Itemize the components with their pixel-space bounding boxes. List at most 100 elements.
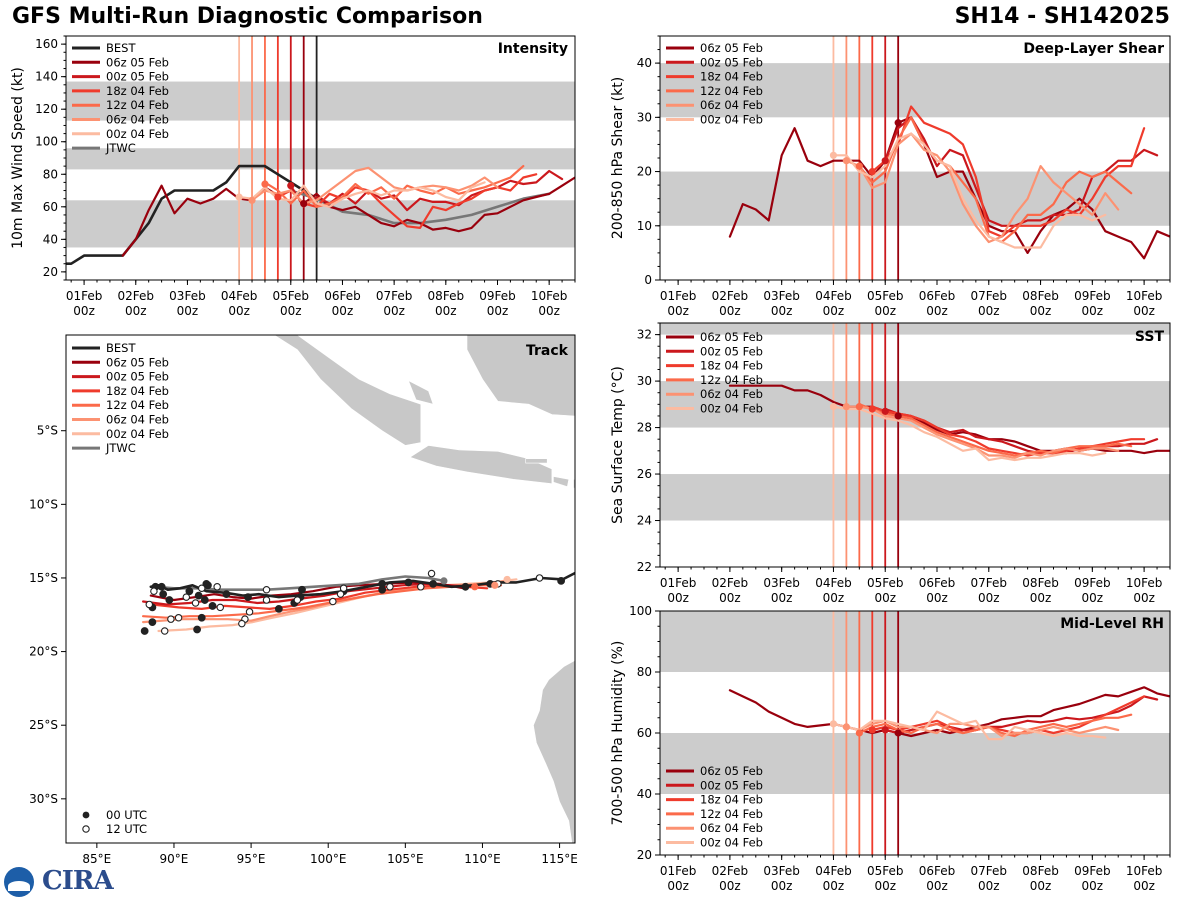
sst-ytick-label: 22: [637, 560, 652, 574]
rh-shaded-band-1: [660, 611, 1170, 672]
sst-ytick-label: 28: [637, 421, 652, 435]
track-point-00utc: [148, 618, 157, 627]
intensity-ylabel: 10m Max Wind Speed (kt): [10, 67, 26, 249]
rh-xtick-label-hour: 00z: [1133, 879, 1155, 893]
shear-ytick-label: 10: [637, 219, 652, 233]
shear-xtick-label: 02Feb: [712, 289, 749, 303]
intensity-series-00z-05-feb: [289, 169, 564, 212]
track-point-12utc: [145, 600, 154, 609]
rh-init-marker-3: [868, 726, 876, 734]
sst-legend-label: 06z 05 Feb: [700, 330, 763, 344]
rh-init-marker-2: [855, 729, 863, 737]
sst-xtick-label: 04Feb: [815, 576, 852, 590]
land-bali: [553, 476, 570, 488]
track-xtick-label: 105°E: [387, 852, 424, 866]
shear-xtick-label-hour: 00z: [719, 304, 741, 318]
intensity-init-marker-2: [261, 180, 269, 188]
sst-init-marker-5: [894, 412, 902, 420]
sst-series-06z-05-feb: [728, 384, 1170, 455]
storm-id-title: SH14 - SH142025: [954, 4, 1170, 29]
track-point-12utc: [329, 597, 337, 606]
track-xtick-label: 115°E: [541, 852, 578, 866]
shear-xtick-label-hour: 00z: [978, 304, 1000, 318]
sst-axes-frame: [659, 322, 1171, 568]
rh-init-marker-5: [894, 729, 902, 737]
intensity-xtick-label: 07Feb: [376, 289, 413, 303]
track-point-00utc: [298, 585, 306, 594]
shear-ytick-label: 30: [637, 110, 652, 124]
track-panel: 85°E 90°E 95°E 100°E 105°E 110°E 115°E 5°S 10°S 1…: [29, 334, 578, 866]
sst-legend-label: 06z 04 Feb: [700, 387, 763, 401]
rh-ytick-label: 60: [637, 726, 652, 740]
intensity-ytick-label: 100: [35, 135, 58, 149]
sst-xtick-label-hour: 00z: [874, 591, 896, 605]
track-map-area: [140, 335, 575, 843]
track-point-12utc: [417, 583, 425, 591]
shear-xtick-label-hour: 00z: [874, 304, 896, 318]
intensity-xtick-label: 03Feb: [169, 289, 206, 303]
land-bangka: [407, 379, 434, 405]
sst-ytick-label: 32: [637, 328, 652, 342]
intensity-legend-label: 00z 05 Feb: [106, 70, 169, 84]
rh-series-06z-05-feb: [728, 686, 1170, 738]
track-title: Track: [526, 343, 569, 359]
track-ytick-label: 10°S: [29, 497, 58, 511]
rh-xtick-label: 10Feb: [1126, 864, 1163, 878]
intensity-legend-label: JTWC: [105, 141, 136, 155]
intensity-xtick-label: 01Feb: [66, 289, 103, 303]
land-australia: [533, 660, 575, 843]
intensity-init-marker-0: [235, 193, 243, 201]
track-point-12utc: [336, 590, 345, 598]
intensity-xtick-label: 08Feb: [428, 289, 465, 303]
rh-init-marker-0: [829, 720, 838, 728]
shear-init-marker-0: [829, 151, 838, 159]
track-point-00utc: [159, 590, 168, 599]
shear-xtick-label-hour: 00z: [1082, 304, 1104, 318]
intensity-xtick-label-hour: 00z: [125, 304, 147, 318]
track-point-12utc: [150, 587, 158, 595]
sst-panel: 22242628303201Feb00z02Feb00z03Feb00z04Fe…: [610, 322, 1171, 605]
shear-ytick-label: 20: [637, 165, 652, 179]
rh-xtick-label-hour: 00z: [667, 879, 689, 893]
sst-init-marker-3: [868, 405, 876, 413]
shear-legend-label: 00z 04 Feb: [700, 113, 763, 127]
track-ytick-label: 20°S: [29, 645, 58, 659]
rh-legend-label: 12z 04 Feb: [700, 807, 763, 821]
track-xtick-label: 90°E: [160, 852, 189, 866]
track-point-00utc: [193, 625, 202, 634]
rh-xtick-label: 04Feb: [815, 864, 852, 878]
shear-xtick-label-hour: 00z: [1133, 304, 1155, 318]
sst-xtick-label-hour: 00z: [926, 591, 948, 605]
shear-xtick-label: 09Feb: [1074, 289, 1111, 303]
intensity-xtick-label-hour: 00z: [228, 304, 250, 318]
rh-panel: 2040608010001Feb00z02Feb00z03Feb00z04Feb…: [610, 604, 1171, 893]
shear-legend-label: 18z 04 Feb: [700, 70, 763, 84]
shear-panel: 01020304001Feb00z02Feb00z03Feb00z04Feb00…: [610, 35, 1171, 318]
sst-xtick-label: 05Feb: [867, 576, 904, 590]
track-point-12utc: [160, 627, 169, 635]
intensity-legend-label: 18z 04 Feb: [106, 84, 169, 98]
shear-init-marker-2: [855, 162, 863, 170]
rh-series-06z-04-feb: [845, 719, 1120, 738]
shear-xtick-label: 01Feb: [660, 289, 697, 303]
intensity-shaded-band-2: [66, 81, 575, 121]
rh-series-12z-04-feb: [858, 713, 1133, 738]
sst-xtick-label: 09Feb: [1074, 576, 1111, 590]
shear-xtick-label: 06Feb: [919, 289, 956, 303]
intensity-init-marker-4: [287, 182, 295, 190]
track-legend-label: 00z 05 Feb: [106, 370, 169, 384]
track-point-00utc: [194, 591, 203, 600]
shear-ytick-label: 0: [644, 273, 652, 287]
intensity-shaded-band-1: [66, 148, 575, 170]
track-point-12utc: [427, 569, 436, 578]
shear-xtick-label-hour: 00z: [771, 304, 793, 318]
track-point-00utc: [274, 604, 283, 613]
intensity-xtick-label: 10Feb: [531, 289, 568, 303]
rh-ytick-label: 80: [637, 665, 652, 679]
sst-series-06z-04-feb: [845, 405, 1120, 459]
rh-xtick-label-hour: 00z: [823, 879, 845, 893]
shear-ytick-label: 40: [637, 56, 652, 70]
sst-xtick-label: 03Feb: [763, 576, 800, 590]
intensity-series-18z-04-feb: [276, 173, 538, 229]
rh-init-marker-1: [842, 723, 850, 731]
